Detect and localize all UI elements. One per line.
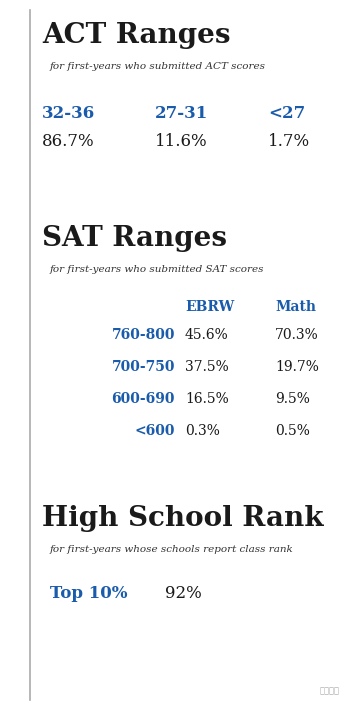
- Text: 0.5%: 0.5%: [275, 424, 310, 438]
- Text: for first-years who submitted ACT scores: for first-years who submitted ACT scores: [50, 62, 266, 71]
- Text: 32-36: 32-36: [42, 105, 95, 122]
- Text: 0.3%: 0.3%: [185, 424, 220, 438]
- Text: <600: <600: [135, 424, 175, 438]
- Text: <27: <27: [268, 105, 305, 122]
- Text: 11.6%: 11.6%: [155, 133, 208, 150]
- Text: 台南星歌: 台南星歌: [320, 686, 340, 695]
- Text: Math: Math: [275, 300, 316, 314]
- Text: 9.5%: 9.5%: [275, 392, 310, 406]
- Text: 86.7%: 86.7%: [42, 133, 94, 150]
- Text: 19.7%: 19.7%: [275, 360, 319, 374]
- Text: for first-years who submitted SAT scores: for first-years who submitted SAT scores: [50, 265, 265, 274]
- Text: ACT Ranges: ACT Ranges: [42, 22, 231, 49]
- Text: 45.6%: 45.6%: [185, 328, 229, 342]
- Text: 37.5%: 37.5%: [185, 360, 229, 374]
- Text: SAT Ranges: SAT Ranges: [42, 225, 227, 252]
- Text: for first-years whose schools report class rank: for first-years whose schools report cla…: [50, 545, 294, 554]
- Text: 600-690: 600-690: [111, 392, 175, 406]
- Text: Top 10%: Top 10%: [50, 585, 127, 602]
- Text: 700-750: 700-750: [111, 360, 175, 374]
- Text: EBRW: EBRW: [185, 300, 234, 314]
- Text: 27-31: 27-31: [155, 105, 208, 122]
- Text: 70.3%: 70.3%: [275, 328, 319, 342]
- Text: 92%: 92%: [165, 585, 202, 602]
- Text: High School Rank: High School Rank: [42, 505, 324, 532]
- Text: 760-800: 760-800: [111, 328, 175, 342]
- Text: 16.5%: 16.5%: [185, 392, 229, 406]
- Text: 1.7%: 1.7%: [268, 133, 310, 150]
